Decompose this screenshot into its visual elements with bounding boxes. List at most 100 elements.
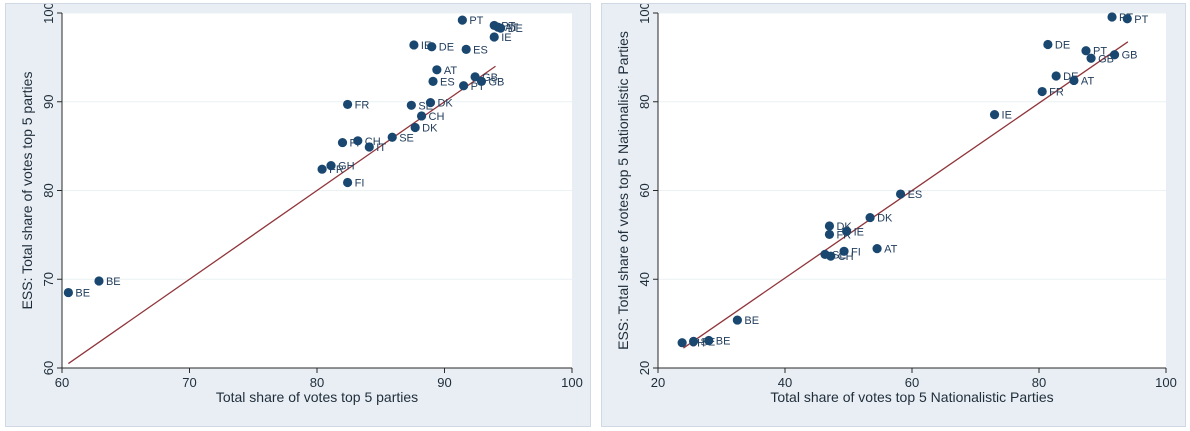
point-label: BE xyxy=(106,276,121,288)
data-point xyxy=(841,226,852,236)
point-label: DK xyxy=(437,98,453,110)
data-point xyxy=(824,221,835,231)
point-label: GB xyxy=(482,72,498,84)
data-point xyxy=(427,42,437,52)
data-point xyxy=(732,315,742,325)
x-tick-label: 60 xyxy=(905,375,919,390)
x-tick-label: 20 xyxy=(651,375,665,390)
data-point xyxy=(409,40,419,50)
y-tick-label: 60 xyxy=(41,361,56,375)
x-tick-label: 80 xyxy=(310,375,324,390)
point-label: IE xyxy=(1002,110,1012,122)
data-point xyxy=(1037,86,1047,97)
x-tick-label: 40 xyxy=(778,375,792,390)
point-label: GB xyxy=(1122,50,1138,62)
x-tick-label: 100 xyxy=(561,375,583,390)
data-point xyxy=(1122,14,1132,24)
point-label: PT xyxy=(469,15,483,27)
data-point xyxy=(317,164,327,174)
data-point xyxy=(63,287,73,298)
data-point xyxy=(677,338,687,348)
data-point xyxy=(337,137,348,148)
y-tick-label: 100 xyxy=(637,4,652,24)
point-label: BE xyxy=(744,315,759,327)
data-point xyxy=(476,76,487,86)
point-label: DE xyxy=(508,23,523,35)
data-point xyxy=(410,122,420,133)
x-axis-title: Total share of votes top 5 Nationalistic… xyxy=(770,389,1053,405)
data-point xyxy=(343,99,353,110)
point-label: CH xyxy=(429,111,445,123)
data-point xyxy=(1086,53,1096,63)
point-label: FR xyxy=(1049,87,1064,99)
data-point xyxy=(1081,46,1091,56)
point-label: SE xyxy=(399,132,414,144)
x-tick-label: 90 xyxy=(437,375,451,390)
data-point xyxy=(364,142,374,152)
data-point xyxy=(428,76,438,86)
x-tick-label: 60 xyxy=(55,375,69,390)
x-tick-label: 80 xyxy=(1032,375,1046,390)
data-point xyxy=(1051,71,1061,81)
data-point xyxy=(459,81,469,91)
data-point xyxy=(343,177,353,188)
data-point xyxy=(489,32,499,42)
x-tick-label: 70 xyxy=(182,375,196,390)
point-label: PT xyxy=(1134,14,1148,26)
data-point xyxy=(1069,75,1079,86)
data-point xyxy=(839,246,849,256)
point-label: FI xyxy=(851,246,861,258)
data-point xyxy=(432,65,442,75)
point-label: DK xyxy=(422,122,438,134)
data-point xyxy=(895,189,906,199)
chart-panel-right: 20 40 60 80 100 20 40 60 80 100 Total share of vot… xyxy=(601,3,1186,427)
data-point xyxy=(826,251,836,261)
data-point xyxy=(457,15,467,25)
data-point xyxy=(326,161,336,171)
data-point xyxy=(406,100,416,110)
data-point xyxy=(425,98,436,108)
fit-line xyxy=(683,41,1129,349)
point-label: GH xyxy=(338,161,355,173)
scatter-chart-right: 20 40 60 80 100 20 40 60 80 100 Total share of vot… xyxy=(615,4,1177,405)
data-point xyxy=(416,111,427,121)
y-tick-label: 20 xyxy=(637,361,652,375)
point-label: IT xyxy=(376,142,386,154)
point-label: ES xyxy=(440,76,455,88)
y-axis-title: ESS: Total share of votes top 5 National… xyxy=(615,31,631,350)
y-tick-label: 90 xyxy=(41,95,56,109)
data-point xyxy=(353,136,363,146)
data-point xyxy=(1043,39,1053,50)
data-point xyxy=(865,212,875,223)
point-label: BE xyxy=(75,288,90,300)
y-tick-label: 60 xyxy=(637,183,652,197)
data-point xyxy=(1107,12,1117,22)
point-label: AT xyxy=(1081,75,1095,87)
point-label: FI xyxy=(355,178,365,190)
point-label: AT xyxy=(884,244,898,256)
data-point xyxy=(461,44,471,54)
data-point xyxy=(688,336,699,346)
data-point xyxy=(824,229,835,240)
chart-panel-left: 60 70 80 90 100 60 70 80 90 100 Total share of vot… xyxy=(5,3,591,427)
y-tick-label: 70 xyxy=(41,272,56,286)
point-label: DE xyxy=(1055,40,1070,52)
point-label: PT xyxy=(1093,46,1107,58)
data-point xyxy=(470,72,480,82)
y-tick-label: 80 xyxy=(41,183,56,197)
point-label: AT xyxy=(505,22,519,34)
data-point xyxy=(94,276,104,286)
point-label: IE xyxy=(501,32,511,44)
x-axis-title: Total share of votes top 5 parties xyxy=(216,389,418,405)
data-point xyxy=(989,110,1000,120)
point-label: IE xyxy=(854,226,864,238)
point-label: GB xyxy=(488,76,504,88)
point-label: ES xyxy=(908,189,923,201)
data-point xyxy=(1109,50,1120,60)
y-tick-label: 100 xyxy=(41,4,56,24)
point-label: DE xyxy=(439,42,454,54)
point-label: DK xyxy=(877,213,893,225)
point-label: AT xyxy=(444,65,458,77)
y-axis-title: ESS: Total share of votes top 5 parties xyxy=(19,72,35,310)
data-point xyxy=(704,335,714,346)
